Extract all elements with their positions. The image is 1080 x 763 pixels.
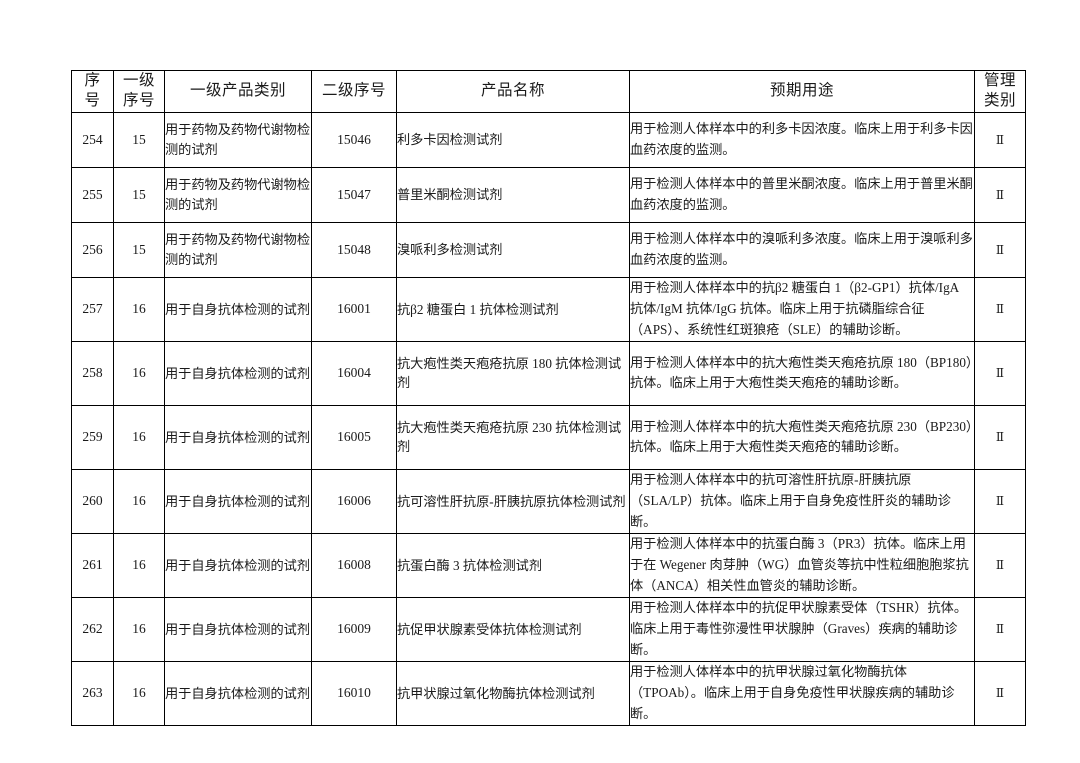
cell-primary-category: 用于药物及药物代谢物检测的试剂: [164, 221, 312, 278]
cell-secondary-seq: 16005: [311, 404, 397, 470]
cell-intended-use: 用于检测人体样本中的普里米酮浓度。临床上用于普里米酮血药浓度的监测。: [629, 166, 975, 223]
cell-primary-category: 用于自身抗体检测的试剂: [164, 404, 312, 470]
cell-management-class: Ⅱ: [974, 221, 1026, 278]
cell-management-class: Ⅱ: [974, 596, 1026, 662]
table-row: 255 15 用于药物及药物代谢物检测的试剂 15047 普里米酮检测试剂 用于…: [71, 166, 1026, 223]
cell-seq: 257: [71, 276, 114, 342]
table-row: 259 16 用于自身抗体检测的试剂 16005 抗大疱性类天疱疮抗原 230 …: [71, 404, 1026, 470]
cell-intended-use: 用于检测人体样本中的抗蛋白酶 3（PR3）抗体。临床上用于在 Wegener 肉…: [629, 532, 975, 598]
cell-primary-seq: 16: [113, 404, 165, 470]
cell-secondary-seq: 16010: [311, 660, 397, 726]
cell-primary-category: 用于自身抗体检测的试剂: [164, 660, 312, 726]
cell-product-name: 普里米酮检测试剂: [396, 166, 630, 223]
cell-management-class: Ⅱ: [974, 468, 1026, 534]
cell-product-name: 抗β2 糖蛋白 1 抗体检测试剂: [396, 276, 630, 342]
cell-product-name: 抗可溶性肝抗原-肝胰抗原抗体检测试剂: [396, 468, 630, 534]
header-intended-use: 预期用途: [629, 70, 975, 113]
cell-primary-seq: 15: [113, 221, 165, 278]
table-row: 263 16 用于自身抗体检测的试剂 16010 抗甲状腺过氧化物酶抗体检测试剂…: [71, 660, 1026, 726]
cell-intended-use: 用于检测人体样本中的抗甲状腺过氧化物酶抗体（TPOAb）。临床上用于自身免疫性甲…: [629, 660, 975, 726]
header-secondary-seq: 二级序号: [311, 70, 397, 113]
table-row: 257 16 用于自身抗体检测的试剂 16001 抗β2 糖蛋白 1 抗体检测试…: [71, 276, 1026, 342]
cell-seq: 255: [71, 166, 114, 223]
header-management-class: 管理 类别: [974, 70, 1026, 113]
header-primary-category: 一级产品类别: [164, 70, 312, 113]
cell-management-class: Ⅱ: [974, 166, 1026, 223]
table-body: 254 15 用于药物及药物代谢物检测的试剂 15046 利多卡因检测试剂 用于…: [71, 111, 1026, 726]
cell-intended-use: 用于检测人体样本中的抗大疱性类天疱疮抗原 180（BP180）抗体。临床上用于大…: [629, 340, 975, 406]
header-row: 序 号 一级 序号 一级产品类别 二级序号 产品名称 预期用途 管理 类别: [71, 70, 1026, 113]
table-row: 261 16 用于自身抗体检测的试剂 16008 抗蛋白酶 3 抗体检测试剂 用…: [71, 532, 1026, 598]
header-primary-seq: 一级 序号: [113, 70, 165, 113]
cell-secondary-seq: 15046: [311, 111, 397, 168]
cell-primary-category: 用于自身抗体检测的试剂: [164, 596, 312, 662]
table-row: 254 15 用于药物及药物代谢物检测的试剂 15046 利多卡因检测试剂 用于…: [71, 111, 1026, 168]
table-row: 256 15 用于药物及药物代谢物检测的试剂 15048 溴哌利多检测试剂 用于…: [71, 221, 1026, 278]
cell-seq: 262: [71, 596, 114, 662]
cell-secondary-seq: 16006: [311, 468, 397, 534]
cell-secondary-seq: 16001: [311, 276, 397, 342]
cell-product-name: 抗蛋白酶 3 抗体检测试剂: [396, 532, 630, 598]
table-row: 258 16 用于自身抗体检测的试剂 16004 抗大疱性类天疱疮抗原 180 …: [71, 340, 1026, 406]
table-row: 260 16 用于自身抗体检测的试剂 16006 抗可溶性肝抗原-肝胰抗原抗体检…: [71, 468, 1026, 534]
cell-intended-use: 用于检测人体样本中的抗促甲状腺素受体（TSHR）抗体。临床上用于毒性弥漫性甲状腺…: [629, 596, 975, 662]
cell-product-name: 抗大疱性类天疱疮抗原 180 抗体检测试剂: [396, 340, 630, 406]
cell-primary-category: 用于自身抗体检测的试剂: [164, 276, 312, 342]
cell-secondary-seq: 15047: [311, 166, 397, 223]
cell-intended-use: 用于检测人体样本中的抗β2 糖蛋白 1（β2-GP1）抗体/IgA 抗体/IgM…: [629, 276, 975, 342]
cell-seq: 256: [71, 221, 114, 278]
cell-intended-use: 用于检测人体样本中的抗可溶性肝抗原-肝胰抗原（SLA/LP）抗体。临床上用于自身…: [629, 468, 975, 534]
table-header: 序 号 一级 序号 一级产品类别 二级序号 产品名称 预期用途 管理 类别: [71, 70, 1026, 113]
cell-management-class: Ⅱ: [974, 276, 1026, 342]
cell-product-name: 抗大疱性类天疱疮抗原 230 抗体检测试剂: [396, 404, 630, 470]
cell-secondary-seq: 16009: [311, 596, 397, 662]
header-seq: 序 号: [71, 70, 114, 113]
cell-primary-category: 用于自身抗体检测的试剂: [164, 468, 312, 534]
cell-primary-category: 用于自身抗体检测的试剂: [164, 340, 312, 406]
cell-primary-category: 用于药物及药物代谢物检测的试剂: [164, 111, 312, 168]
cell-primary-seq: 15: [113, 111, 165, 168]
cell-primary-category: 用于药物及药物代谢物检测的试剂: [164, 166, 312, 223]
cell-primary-seq: 16: [113, 532, 165, 598]
cell-primary-seq: 16: [113, 468, 165, 534]
cell-secondary-seq: 15048: [311, 221, 397, 278]
cell-management-class: Ⅱ: [974, 532, 1026, 598]
cell-primary-seq: 15: [113, 166, 165, 223]
table-row: 262 16 用于自身抗体检测的试剂 16009 抗促甲状腺素受体抗体检测试剂 …: [71, 596, 1026, 662]
cell-intended-use: 用于检测人体样本中的溴哌利多浓度。临床上用于溴哌利多血药浓度的监测。: [629, 221, 975, 278]
cell-management-class: Ⅱ: [974, 404, 1026, 470]
cell-seq: 258: [71, 340, 114, 406]
cell-product-name: 溴哌利多检测试剂: [396, 221, 630, 278]
cell-seq: 260: [71, 468, 114, 534]
cell-management-class: Ⅱ: [974, 660, 1026, 726]
cell-management-class: Ⅱ: [974, 111, 1026, 168]
cell-intended-use: 用于检测人体样本中的利多卡因浓度。临床上用于利多卡因血药浓度的监测。: [629, 111, 975, 168]
cell-primary-seq: 16: [113, 276, 165, 342]
cell-seq: 261: [71, 532, 114, 598]
cell-secondary-seq: 16004: [311, 340, 397, 406]
cell-primary-seq: 16: [113, 340, 165, 406]
cell-product-name: 抗促甲状腺素受体抗体检测试剂: [396, 596, 630, 662]
cell-primary-category: 用于自身抗体检测的试剂: [164, 532, 312, 598]
cell-product-name: 抗甲状腺过氧化物酶抗体检测试剂: [396, 660, 630, 726]
cell-management-class: Ⅱ: [974, 340, 1026, 406]
cell-seq: 263: [71, 660, 114, 726]
cell-primary-seq: 16: [113, 660, 165, 726]
cell-seq: 254: [71, 111, 114, 168]
header-product-name: 产品名称: [396, 70, 630, 113]
cell-seq: 259: [71, 404, 114, 470]
product-catalog-table: 序 号 一级 序号 一级产品类别 二级序号 产品名称 预期用途 管理 类别 25…: [71, 70, 1026, 726]
cell-product-name: 利多卡因检测试剂: [396, 111, 630, 168]
cell-secondary-seq: 16008: [311, 532, 397, 598]
cell-primary-seq: 16: [113, 596, 165, 662]
cell-intended-use: 用于检测人体样本中的抗大疱性类天疱疮抗原 230（BP230）抗体。临床上用于大…: [629, 404, 975, 470]
